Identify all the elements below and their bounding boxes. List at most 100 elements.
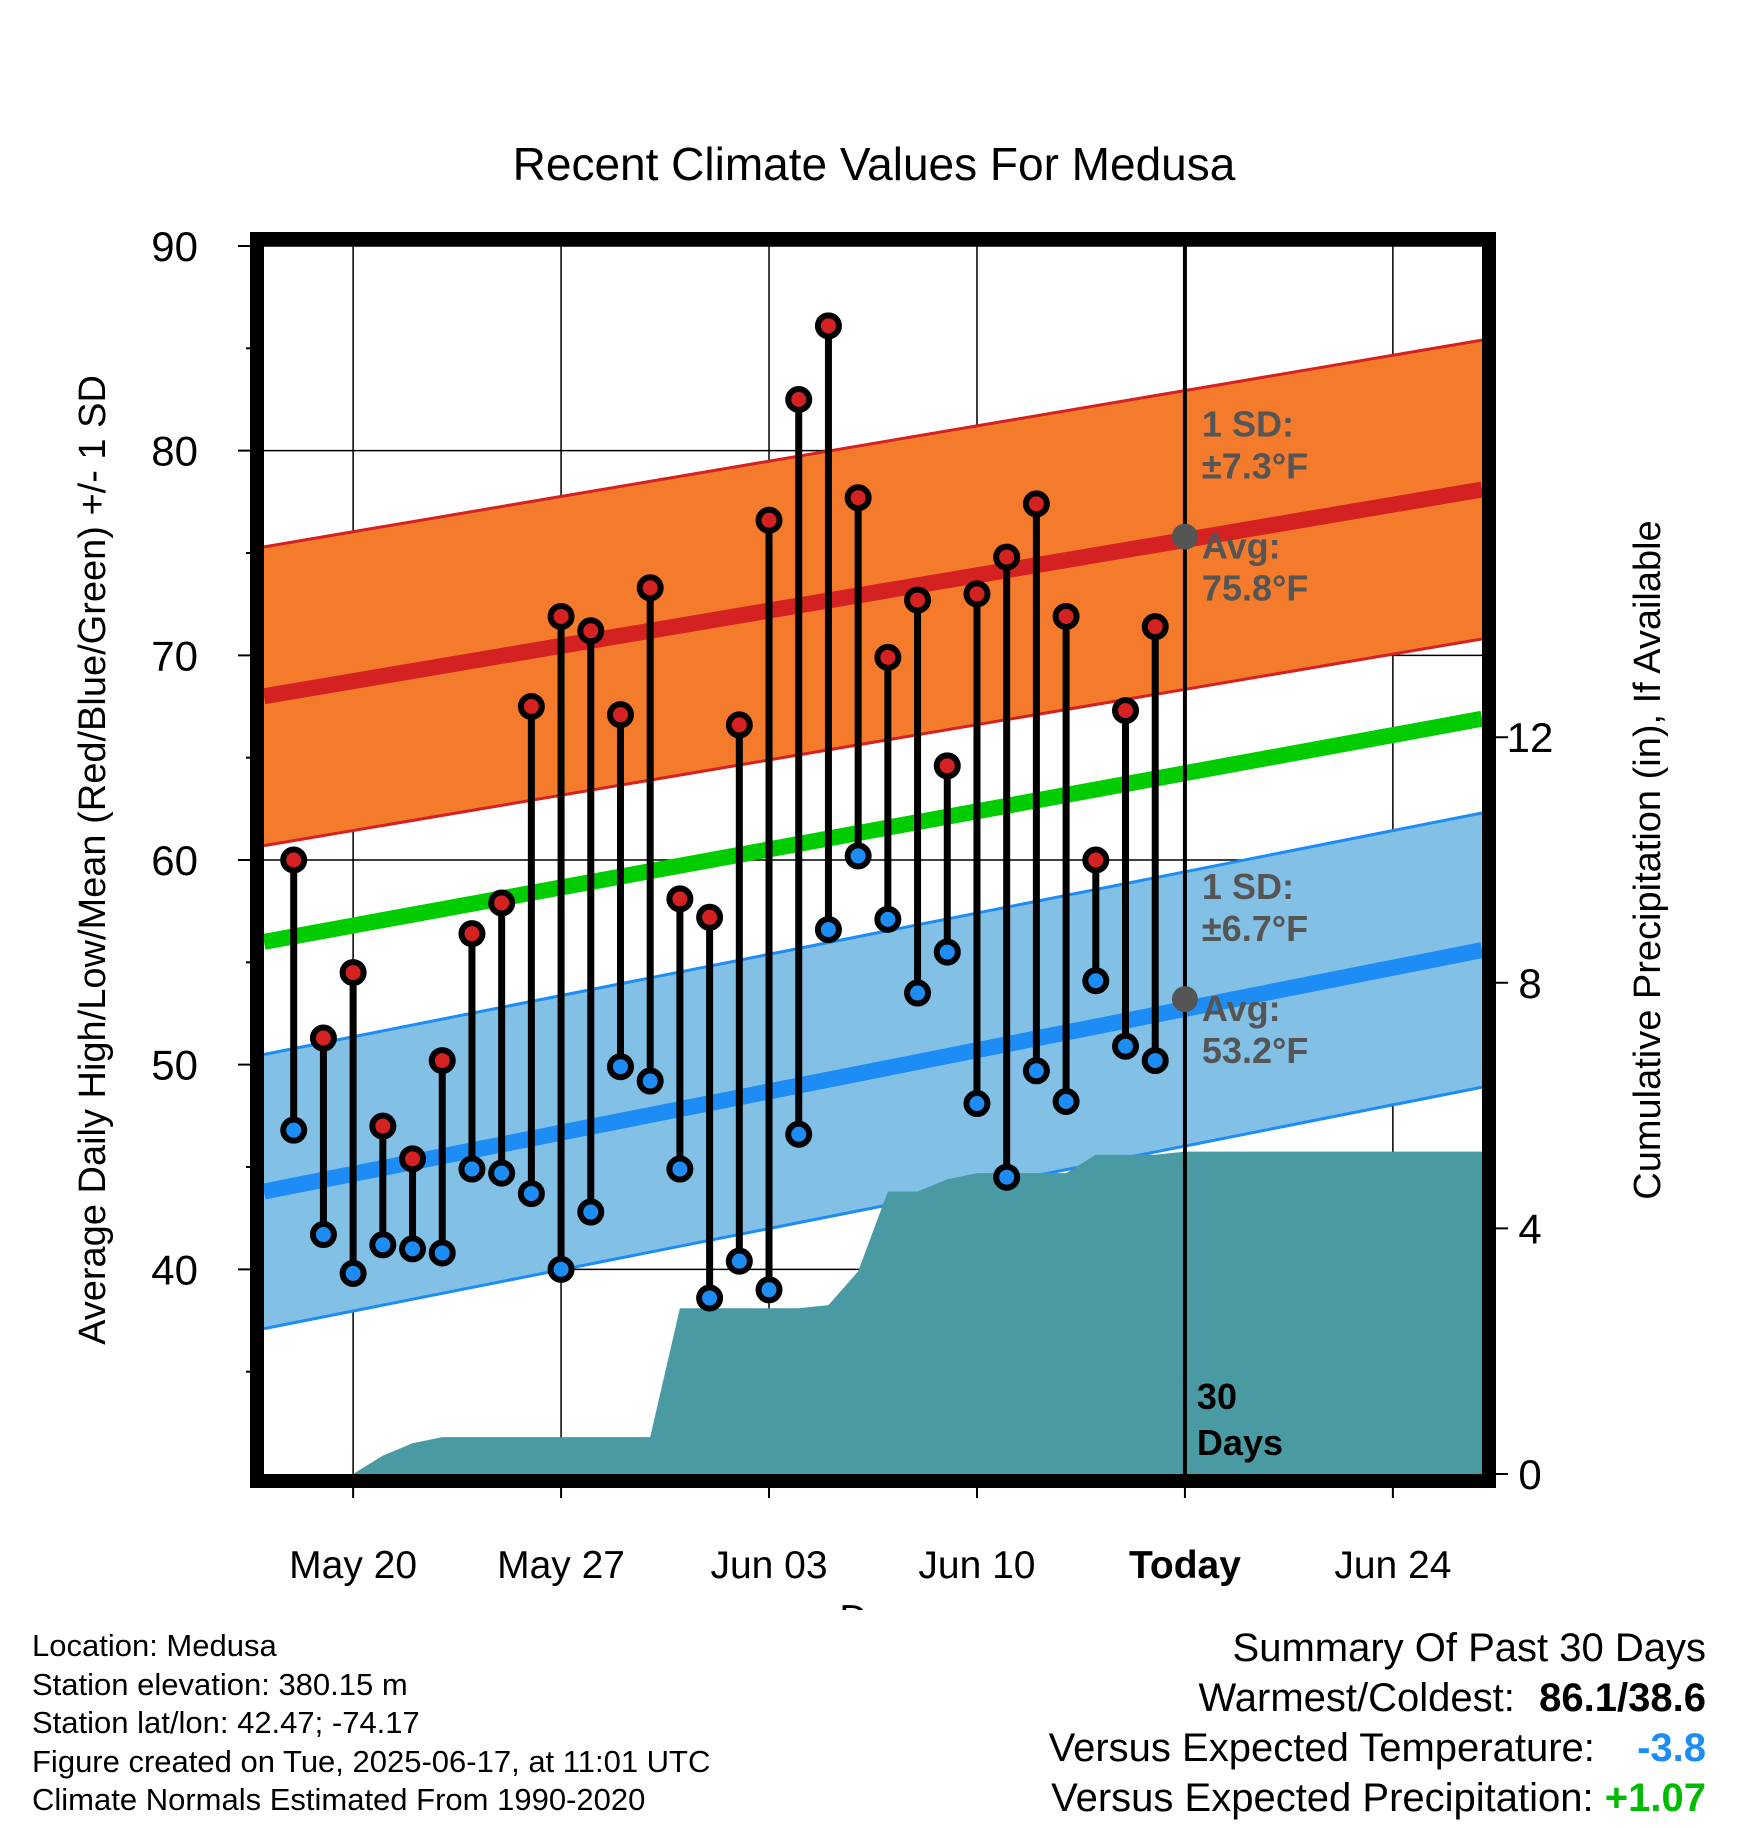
high-annotation-2: Avg: — [1202, 526, 1281, 567]
daily-high-point — [755, 506, 783, 534]
daily-high-point — [547, 602, 575, 630]
normal-high-line — [264, 481, 1482, 705]
warm-cold-label: Warmest/Coldest: — [1198, 1676, 1515, 1720]
daily-high-point — [1141, 613, 1169, 641]
daily-high-point — [963, 580, 991, 608]
daily-low-point — [458, 1155, 486, 1183]
daily-low-point — [696, 1284, 724, 1312]
daily-high-point — [309, 1024, 337, 1052]
daily-high-point — [1022, 490, 1050, 518]
daily-high-point — [517, 693, 545, 720]
daily-low-point — [1141, 1047, 1169, 1075]
daily-low-point — [1052, 1088, 1080, 1116]
daily-high-point — [458, 920, 486, 948]
low-sd-band-lower-edge — [264, 1085, 1482, 1331]
high-sd-band-lower-edge — [264, 637, 1482, 848]
daily-low-point — [1112, 1032, 1140, 1060]
daily-low-point — [725, 1247, 753, 1275]
daily-high-point — [606, 701, 634, 729]
daily-high-point — [844, 484, 872, 512]
daily-low-point — [488, 1159, 516, 1187]
today-high-avg-marker — [1171, 523, 1198, 550]
y2-tick-label: 4 — [1518, 1205, 1541, 1252]
daily-low-point — [1082, 967, 1110, 995]
daily-high-point — [280, 846, 308, 874]
today-days-label: 30 — [1197, 1376, 1237, 1417]
daily-high-point — [725, 711, 753, 739]
daily-high-point — [993, 543, 1021, 571]
daily-low-point — [904, 979, 932, 1007]
daily-low-point — [666, 1155, 694, 1183]
daily-low-point — [844, 842, 872, 870]
warm-cold-value: 86.1/38.6 — [1539, 1676, 1706, 1720]
daily-high-point — [369, 1112, 397, 1140]
x-axis-label: Day — [839, 1598, 909, 1610]
y-tick-label: 90 — [151, 223, 198, 270]
y-tick-label: 40 — [151, 1246, 198, 1293]
x-tick-label: Jun 10 — [918, 1544, 1035, 1587]
y-tick-label: 70 — [151, 632, 198, 679]
daily-high-point — [904, 586, 932, 614]
daily-low-point — [547, 1255, 575, 1283]
cumulative-precip-area — [264, 1151, 1482, 1474]
daily-low-point — [933, 938, 961, 966]
daily-low-point — [577, 1198, 605, 1226]
daily-high-point — [1052, 602, 1080, 630]
y-tick-label: 60 — [151, 837, 198, 884]
x-tick-label: Jun 24 — [1334, 1544, 1451, 1587]
created-text: Figure created on Tue, 2025-06-17, at 11… — [32, 1743, 711, 1779]
daily-high-point — [696, 903, 724, 931]
daily-low-point — [636, 1067, 664, 1095]
daily-high-point — [666, 885, 694, 913]
y-axis-label: Average Daily High/Low/Mean (Red/Blue/Gr… — [72, 375, 114, 1345]
y2-tick-label: 0 — [1518, 1451, 1541, 1498]
daily-low-point — [874, 905, 902, 933]
temp-label: Versus Expected Temperature: — [1048, 1726, 1595, 1770]
normals-text: Climate Normals Estimated From 1990-2020 — [32, 1782, 646, 1818]
daily-high-point — [488, 889, 516, 917]
daily-low-point — [1022, 1057, 1050, 1085]
low-annotation-2: Avg: — [1202, 988, 1281, 1029]
today-days-label: Days — [1197, 1422, 1283, 1463]
daily-low-point — [280, 1116, 308, 1144]
daily-low-point — [785, 1120, 813, 1148]
daily-high-point — [814, 312, 842, 340]
chart-title: Recent Climate Values For Medusa — [513, 138, 1236, 190]
summary-panel: Summary Of Past 30 Days Warmest/Coldest:… — [1049, 1623, 1706, 1823]
low-annotation-0: 1 SD: — [1202, 866, 1294, 907]
precip-label: Versus Expected Precipitation: — [1051, 1776, 1594, 1820]
daily-high-point — [577, 617, 605, 645]
daily-low-point — [399, 1235, 427, 1263]
x-tick-label: Jun 03 — [710, 1544, 827, 1587]
daily-low-point — [993, 1163, 1021, 1191]
daily-low-point — [428, 1239, 456, 1267]
climate-chart: Recent Climate Values For Medusa 4050607… — [72, 138, 1669, 1610]
y-tick-label: 80 — [151, 428, 198, 475]
summary-title: Summary Of Past 30 Days — [1232, 1626, 1706, 1670]
daily-high-point — [1112, 697, 1140, 725]
latlon-text: Station lat/lon: 42.47; -74.17 — [32, 1705, 420, 1741]
daily-low-point — [369, 1231, 397, 1259]
location-text: Location: Medusa — [32, 1628, 277, 1663]
station-info: Location: Medusa Station elevation: 380.… — [32, 1627, 710, 1820]
daily-low-point — [606, 1053, 634, 1081]
daily-high-point — [428, 1047, 456, 1075]
daily-high-point — [933, 752, 961, 780]
daily-low-point — [517, 1180, 545, 1208]
y2-tick-label: 12 — [1507, 714, 1554, 761]
high-annotation-1: ±7.3°F — [1202, 446, 1308, 487]
daily-low-point — [814, 916, 842, 944]
temp-value: -3.8 — [1637, 1726, 1706, 1770]
x-tick-label: May 27 — [497, 1544, 625, 1587]
daily-low-point — [339, 1259, 367, 1287]
y2-axis-label: Cumulative Precipitation (in), If Availa… — [1627, 520, 1669, 1199]
low-sd-band-upper-edge — [264, 811, 1482, 1056]
normal-mean-line — [264, 710, 1482, 950]
y-tick-label: 50 — [151, 1042, 198, 1089]
elevation-text: Station elevation: 380.15 m — [32, 1666, 408, 1702]
high-annotation-0: 1 SD: — [1202, 404, 1294, 445]
daily-high-point — [785, 386, 813, 413]
daily-high-point — [636, 574, 664, 602]
x-tick-label: Today — [1129, 1544, 1241, 1587]
high-sd-band-upper-edge — [264, 338, 1482, 549]
